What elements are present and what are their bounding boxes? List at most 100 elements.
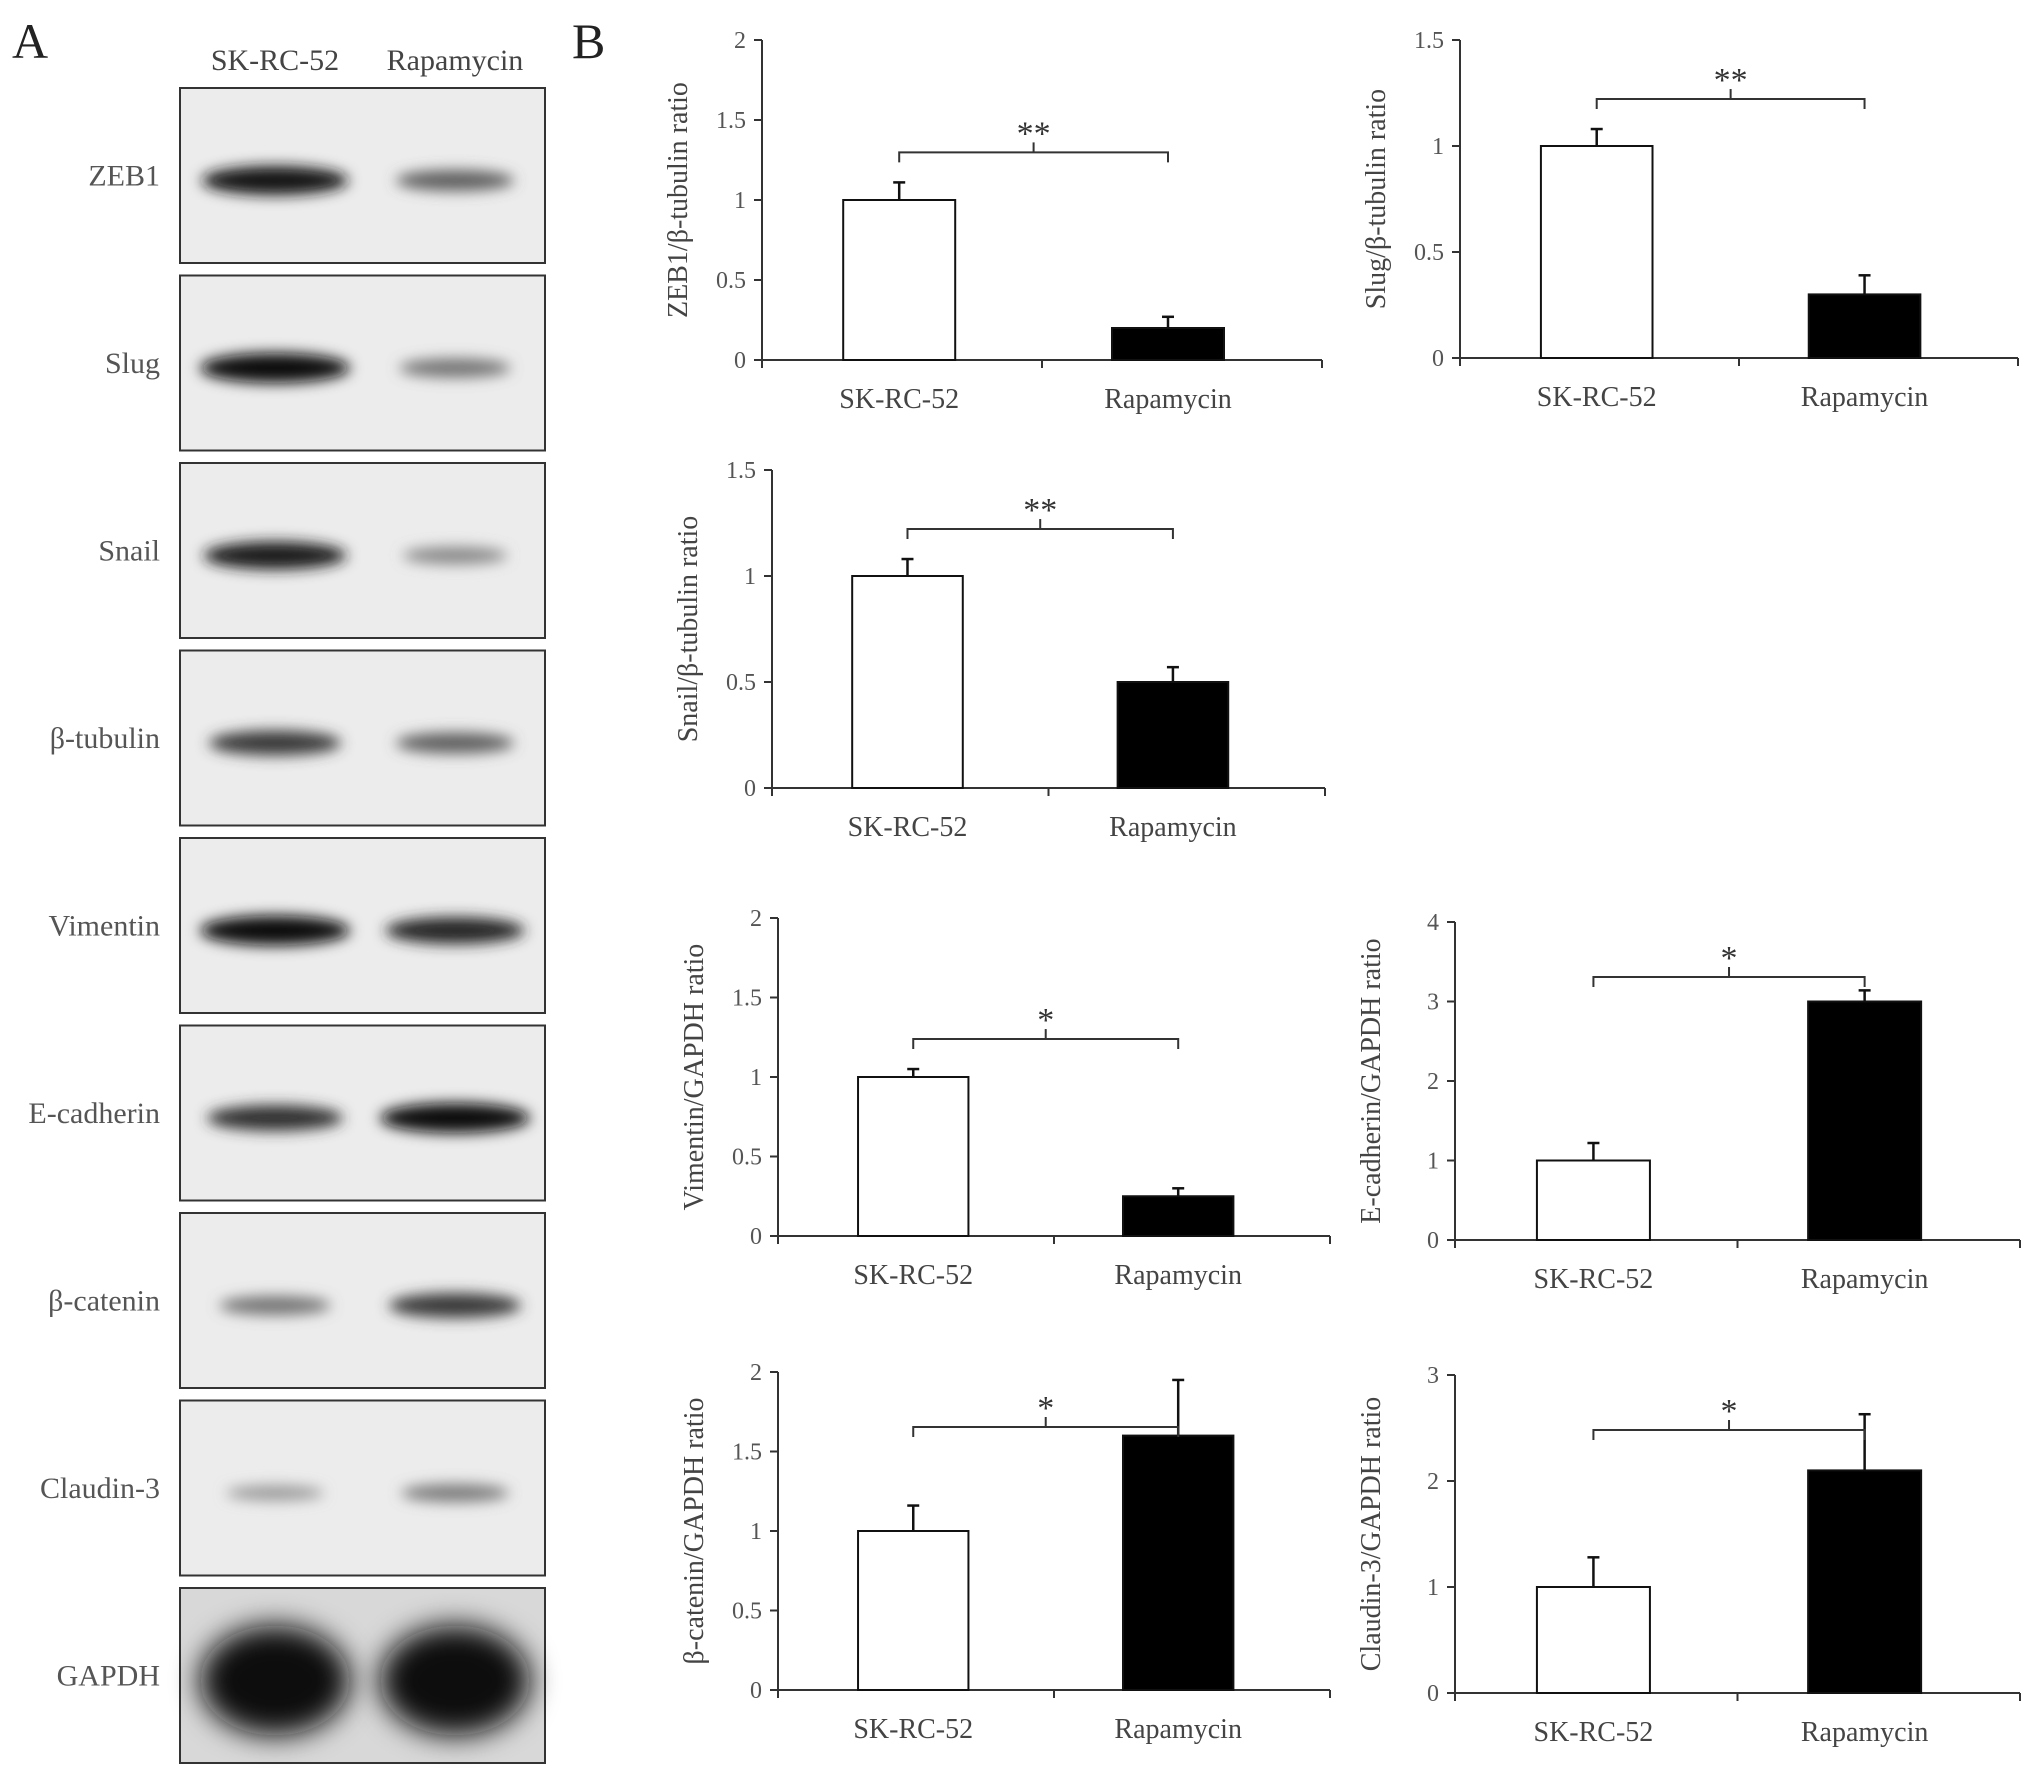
significance-bracket: [906, 528, 1174, 540]
y-tick-label: 2: [750, 906, 762, 932]
bar: [1807, 293, 1922, 359]
y-tick-label: 0: [1427, 1681, 1439, 1707]
bar-chart: 0 0.5 1 1.5 Snail/β-tubulin ratio SK-RC-52 Rap…: [673, 458, 1326, 843]
blot-row-label: Slug: [105, 347, 160, 380]
blot-band: [200, 1625, 350, 1736]
category-label: Rapamycin: [1801, 1264, 1929, 1295]
y-tick-label: 1.5: [732, 986, 762, 1012]
bar: [857, 1076, 970, 1237]
bar: [857, 1530, 970, 1691]
significance-bracket: [898, 151, 1169, 163]
significance-marker: **: [1017, 115, 1051, 152]
significance-marker: *: [1721, 940, 1738, 977]
blot-row-label: E-cadherin: [28, 1097, 160, 1130]
bar: [1122, 1195, 1235, 1237]
blot-band: [401, 1484, 509, 1502]
category-label: SK-RC-52: [853, 1714, 973, 1745]
bar-chart: 0 0.5 1 1.5 2 Vimentin/GAPDH ratio SK-RC-52 Rap…: [679, 906, 1331, 1291]
bar: [1122, 1434, 1235, 1691]
category-label: Rapamycin: [1114, 1260, 1242, 1291]
blot-row-label: β-tubulin: [50, 722, 160, 755]
blot-band: [207, 1105, 343, 1131]
category-label: Rapamycin: [1114, 1714, 1242, 1745]
y-tick-label: 4: [1427, 910, 1439, 936]
y-tick-label: 1.5: [1414, 28, 1444, 54]
blot-row-label: β-catenin: [48, 1285, 160, 1318]
y-axis-title: E-cadherin/GAPDH ratio: [1356, 938, 1387, 1223]
western-blot: SK-RC-52 Rapamycin ZEB1 Slug Snail β-tubulin V…: [28, 44, 546, 1764]
lane-label: Rapamycin: [387, 44, 524, 77]
y-tick-label: 1: [750, 1065, 762, 1091]
y-tick-label: 1: [1427, 1575, 1439, 1601]
blot-band: [203, 541, 347, 570]
y-tick-label: 3: [1427, 1363, 1439, 1389]
blot-band: [380, 1625, 530, 1736]
y-tick-label: 1: [1427, 1149, 1439, 1175]
blot-band: [388, 1293, 522, 1318]
y-tick-label: 3: [1427, 990, 1439, 1016]
y-tick-label: 2: [1427, 1469, 1439, 1495]
bar-chart: 0 1 2 3 4 E-cadherin/GAPDH ratio SK-RC-52 Rapam…: [1356, 910, 2021, 1295]
blot-band: [200, 353, 350, 383]
y-axis-title: Vimentin/GAPDH ratio: [679, 944, 710, 1211]
y-tick-label: 0: [750, 1224, 762, 1250]
blot-band: [201, 166, 349, 195]
blot-band: [226, 1485, 324, 1501]
y-tick-label: 0: [1427, 1228, 1439, 1254]
y-axis-title: β-catenin/GAPDH ratio: [679, 1398, 710, 1665]
blot-row-label: Claudin-3: [40, 1472, 160, 1505]
blot-band: [385, 917, 525, 944]
category-label: Rapamycin: [1801, 1717, 1929, 1748]
blot-row-label: Snail: [98, 535, 160, 568]
bar: [1535, 1586, 1651, 1694]
bar: [1807, 1000, 1923, 1241]
y-tick-label: 0: [734, 348, 746, 374]
category-label: SK-RC-52: [853, 1260, 973, 1291]
y-tick-label: 1: [734, 188, 746, 214]
bar-chart: 0 1 2 3 Claudin-3/GAPDH ratio SK-RC-52 Rapamyc…: [1356, 1363, 2021, 1748]
blot-row-label: ZEB1: [88, 160, 160, 193]
significance-marker: *: [1037, 1002, 1054, 1039]
y-axis-title: Snail/β-tubulin ratio: [673, 516, 704, 743]
y-axis-title: Slug/β-tubulin ratio: [1361, 89, 1392, 309]
category-label: SK-RC-52: [1534, 1717, 1654, 1748]
category-label: Rapamycin: [1104, 384, 1232, 415]
blot-band: [380, 1103, 530, 1133]
category-label: SK-RC-52: [848, 812, 968, 843]
blot-row-label: Vimentin: [48, 910, 160, 943]
y-tick-label: 0.5: [716, 268, 746, 294]
bar-chart: 0 0.5 1 1.5 2 β-catenin/GAPDH ratio SK-RC-52 Ra…: [679, 1360, 1331, 1745]
blot-band: [200, 915, 350, 946]
category-label: SK-RC-52: [1537, 382, 1657, 413]
bar-chart: 0 0.5 1 1.5 Slug/β-tubulin ratio SK-RC-52 Rapa…: [1361, 28, 2019, 413]
bar: [851, 575, 964, 789]
y-tick-label: 1: [750, 1519, 762, 1545]
blot-band: [402, 547, 508, 564]
y-axis-title: Claudin-3/GAPDH ratio: [1356, 1397, 1387, 1672]
y-tick-label: 0: [1432, 346, 1444, 372]
blot-band: [219, 1296, 331, 1315]
y-tick-label: 0: [744, 776, 756, 802]
lane-label: SK-RC-52: [211, 44, 339, 77]
y-tick-label: 1: [744, 564, 756, 590]
significance-bracket: [1592, 1429, 1866, 1440]
y-tick-label: 0.5: [732, 1145, 762, 1171]
y-tick-label: 0.5: [1414, 240, 1444, 266]
bar: [1535, 1159, 1651, 1241]
y-tick-label: 1.5: [726, 458, 756, 484]
category-label: Rapamycin: [1109, 812, 1237, 843]
bar: [1111, 327, 1225, 361]
category-label: SK-RC-52: [839, 384, 959, 415]
y-tick-label: 2: [734, 28, 746, 54]
significance-bracket: [1595, 98, 1866, 110]
significance-bracket: [1592, 976, 1866, 987]
bar: [1807, 1469, 1923, 1695]
significance-marker: *: [1721, 1393, 1738, 1430]
y-tick-label: 0.5: [732, 1599, 762, 1625]
bar-chart: 0 0.5 1 1.5 2 ZEB1/β-tubulin ratio SK-RC-52 Rap…: [663, 28, 1323, 415]
blot-band: [395, 732, 515, 754]
y-tick-label: 1: [1432, 134, 1444, 160]
bar: [1539, 145, 1654, 359]
blot-band: [208, 730, 342, 756]
